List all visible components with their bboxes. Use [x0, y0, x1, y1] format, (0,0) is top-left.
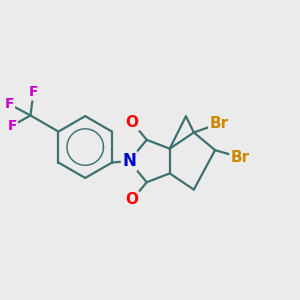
Text: O: O [125, 115, 139, 130]
Text: Br: Br [209, 116, 228, 131]
Text: F: F [4, 97, 14, 111]
Text: F: F [29, 85, 38, 99]
Text: N: N [122, 152, 136, 170]
Text: F: F [8, 119, 17, 133]
Text: O: O [125, 192, 139, 207]
Text: Br: Br [230, 150, 250, 165]
